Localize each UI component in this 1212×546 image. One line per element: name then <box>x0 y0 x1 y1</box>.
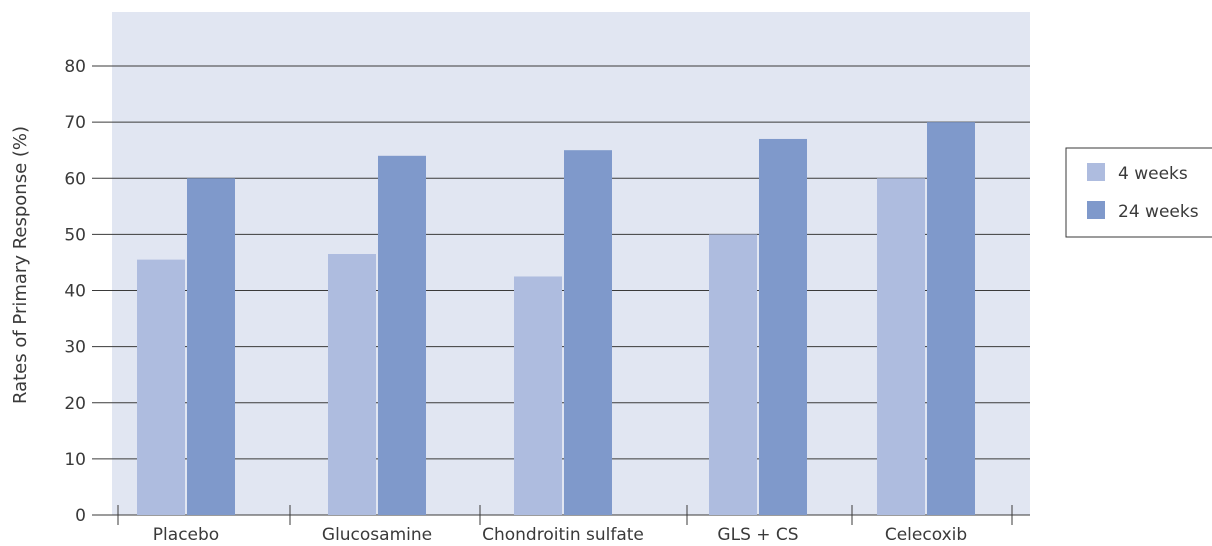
legend-label-24-weeks: 24 weeks <box>1118 202 1199 222</box>
y-tick-label-20: 20 <box>64 394 86 414</box>
bar-chondroitin-sulfate-24-weeks <box>564 150 612 515</box>
bar-placebo-24-weeks <box>187 178 235 515</box>
y-axis-title: Rates of Primary Response (%) <box>10 126 31 404</box>
bar-glucosamine-4-weeks <box>328 254 376 516</box>
x-category-label-3: GLS + CS <box>717 525 798 545</box>
bar-gls-cs-24-weeks <box>759 138 807 515</box>
bar-celecoxib-24-weeks <box>927 122 975 515</box>
x-axis: Placebo Glucosamine Chondroitin sulfate GLS… <box>117 505 1013 545</box>
legend: 4 weeks 24 weeks <box>1065 147 1212 238</box>
legend-swatch-4-weeks <box>1087 163 1105 181</box>
legend-box <box>1065 147 1212 238</box>
x-category-label-2: Chondroitin sulfate <box>482 525 644 545</box>
y-tick-label-30: 30 <box>64 338 86 358</box>
bars <box>137 122 975 516</box>
bar-placebo-4-weeks <box>137 259 185 515</box>
y-tick-label-80: 80 <box>64 57 86 77</box>
y-tick-label-40: 40 <box>64 282 86 302</box>
legend-swatch-24-weeks <box>1087 201 1105 219</box>
legend-label-4-weeks: 4 weeks <box>1118 164 1188 184</box>
y-tick-label-60: 60 <box>64 169 86 189</box>
y-tick-label-50: 50 <box>64 225 86 245</box>
bar-celecoxib-4-weeks <box>877 178 925 515</box>
y-axis-ticks: 0 10 20 30 40 50 60 70 80 <box>64 57 86 526</box>
bar-gls-cs-4-weeks <box>709 234 757 515</box>
y-tick-label-10: 10 <box>64 450 86 470</box>
x-category-label-1: Glucosamine <box>322 525 432 545</box>
x-category-label-0: Placebo <box>153 525 219 545</box>
y-tick-label-70: 70 <box>64 113 86 133</box>
bar-chondroitin-sulfate-4-weeks <box>514 276 562 515</box>
bar-glucosamine-24-weeks <box>378 155 426 516</box>
y-tick-label-0: 0 <box>75 506 86 526</box>
x-category-label-4: Celecoxib <box>885 525 967 545</box>
